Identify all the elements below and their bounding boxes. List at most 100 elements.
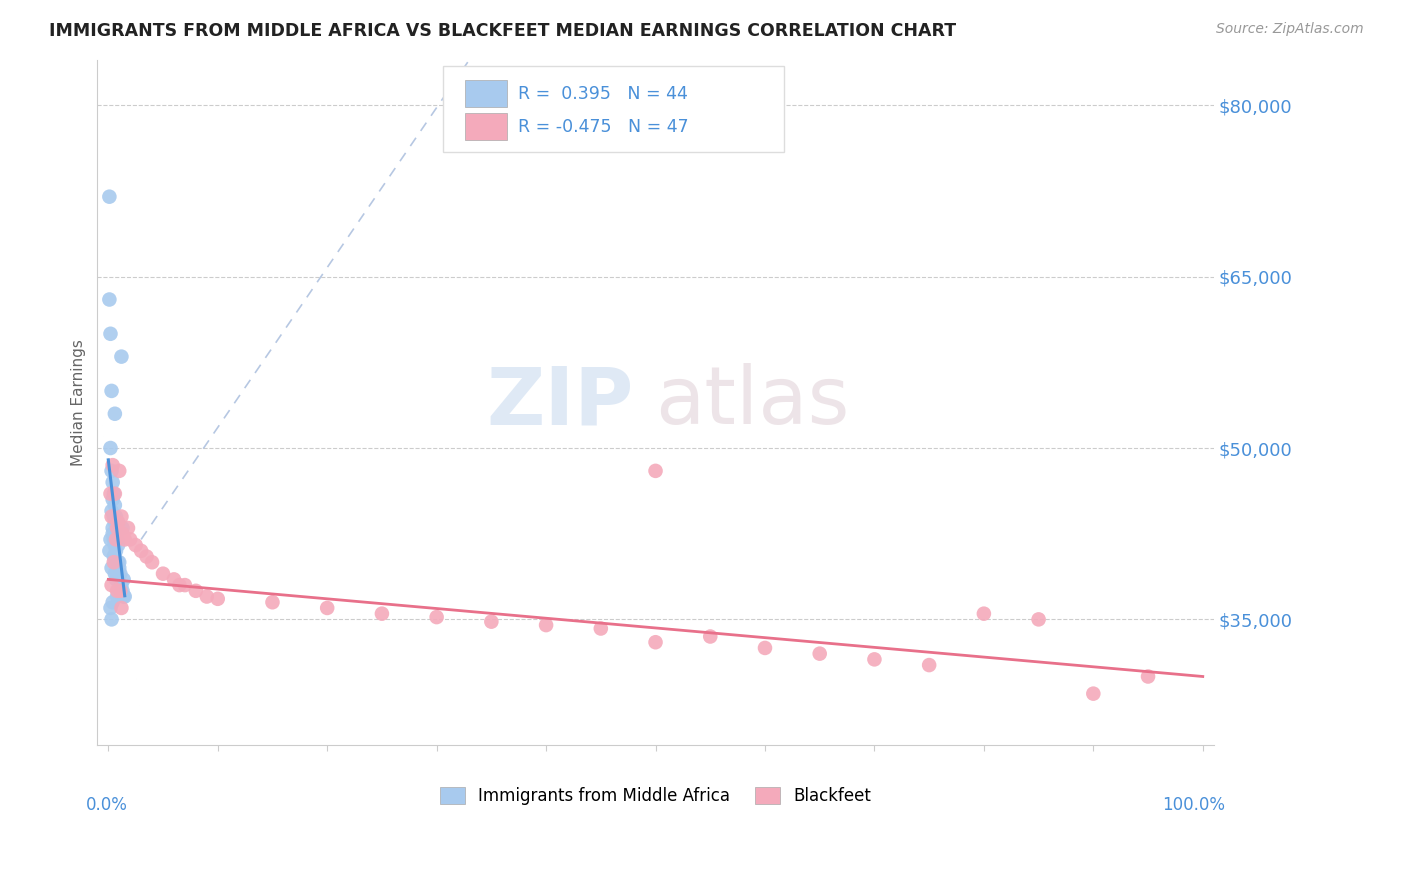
Point <box>117 521 139 535</box>
Point <box>104 538 127 552</box>
Point <box>129 544 152 558</box>
Point <box>163 573 186 587</box>
Point <box>104 509 127 524</box>
Point <box>174 578 197 592</box>
Point <box>644 464 666 478</box>
Point <box>262 595 284 609</box>
Point <box>100 578 122 592</box>
Point <box>98 544 121 558</box>
Point <box>111 583 134 598</box>
Point <box>644 635 666 649</box>
Point <box>103 486 125 500</box>
Point <box>1137 669 1160 683</box>
Point <box>111 526 134 541</box>
Text: atlas: atlas <box>655 363 849 442</box>
Text: IMMIGRANTS FROM MIDDLE AFRICA VS BLACKFEET MEDIAN EARNINGS CORRELATION CHART: IMMIGRANTS FROM MIDDLE AFRICA VS BLACKFE… <box>49 22 956 40</box>
Point <box>110 578 132 592</box>
Point <box>104 407 127 421</box>
Point <box>195 590 218 604</box>
Point <box>973 607 995 621</box>
Text: 100.0%: 100.0% <box>1161 797 1225 814</box>
Point <box>101 458 124 472</box>
Point <box>100 612 122 626</box>
Point <box>98 190 121 204</box>
Point <box>100 504 122 518</box>
Point <box>808 647 831 661</box>
Point <box>479 615 502 629</box>
Point <box>754 640 776 655</box>
Text: 0.0%: 0.0% <box>86 797 128 814</box>
Point <box>100 486 122 500</box>
Point <box>152 566 174 581</box>
Text: R = -0.475   N = 47: R = -0.475 N = 47 <box>519 118 689 136</box>
Text: ZIP: ZIP <box>486 363 633 442</box>
Point <box>1028 612 1050 626</box>
FancyBboxPatch shape <box>443 67 785 153</box>
Point <box>103 533 125 547</box>
Point <box>101 526 124 541</box>
Point <box>105 516 128 530</box>
Point <box>103 549 125 564</box>
Point <box>105 583 128 598</box>
Point <box>863 652 886 666</box>
Point <box>108 561 131 575</box>
Text: R =  0.395   N = 44: R = 0.395 N = 44 <box>519 85 688 103</box>
Point <box>135 549 157 564</box>
Point <box>100 601 122 615</box>
Point <box>100 326 122 341</box>
Point <box>169 578 191 592</box>
Point <box>105 590 128 604</box>
Point <box>100 441 122 455</box>
Point <box>141 555 163 569</box>
Point <box>105 521 128 535</box>
Point <box>100 561 122 575</box>
Point <box>111 521 134 535</box>
Point <box>114 533 136 547</box>
Point <box>207 591 229 606</box>
Point <box>104 516 127 530</box>
Point <box>110 350 132 364</box>
Point <box>104 486 127 500</box>
Point <box>120 533 142 547</box>
Point <box>110 583 132 598</box>
Point <box>426 610 449 624</box>
Point <box>1083 687 1105 701</box>
Point <box>918 658 941 673</box>
FancyBboxPatch shape <box>464 80 508 107</box>
Y-axis label: Median Earnings: Median Earnings <box>72 339 86 466</box>
Point <box>104 573 127 587</box>
Point <box>101 521 124 535</box>
Point <box>105 533 128 547</box>
Point <box>100 533 122 547</box>
Point <box>107 516 129 530</box>
Point <box>110 509 132 524</box>
Point <box>103 509 125 524</box>
Point <box>110 601 132 615</box>
Point <box>101 475 124 490</box>
Point <box>699 630 721 644</box>
Point <box>371 607 394 621</box>
Point <box>101 492 124 507</box>
Point <box>103 555 125 569</box>
Point <box>107 555 129 569</box>
Point <box>108 555 131 569</box>
Point <box>107 538 129 552</box>
Point <box>534 618 557 632</box>
Legend: Immigrants from Middle Africa, Blackfeet: Immigrants from Middle Africa, Blackfeet <box>433 780 877 812</box>
Point <box>100 464 122 478</box>
Point <box>98 293 121 307</box>
Point <box>100 384 122 398</box>
Point <box>124 538 146 552</box>
Point <box>112 590 135 604</box>
Point <box>108 464 131 478</box>
Point <box>104 544 127 558</box>
Point <box>101 595 124 609</box>
Point <box>589 622 612 636</box>
Point <box>184 583 207 598</box>
Point <box>104 533 127 547</box>
Text: Source: ZipAtlas.com: Source: ZipAtlas.com <box>1216 22 1364 37</box>
Point <box>100 509 122 524</box>
Point <box>110 566 132 581</box>
Point <box>104 498 127 512</box>
FancyBboxPatch shape <box>464 113 508 140</box>
